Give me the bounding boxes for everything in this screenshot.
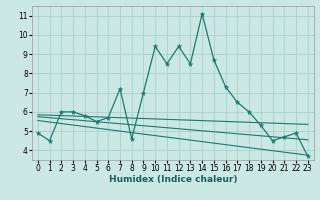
X-axis label: Humidex (Indice chaleur): Humidex (Indice chaleur)	[108, 175, 237, 184]
